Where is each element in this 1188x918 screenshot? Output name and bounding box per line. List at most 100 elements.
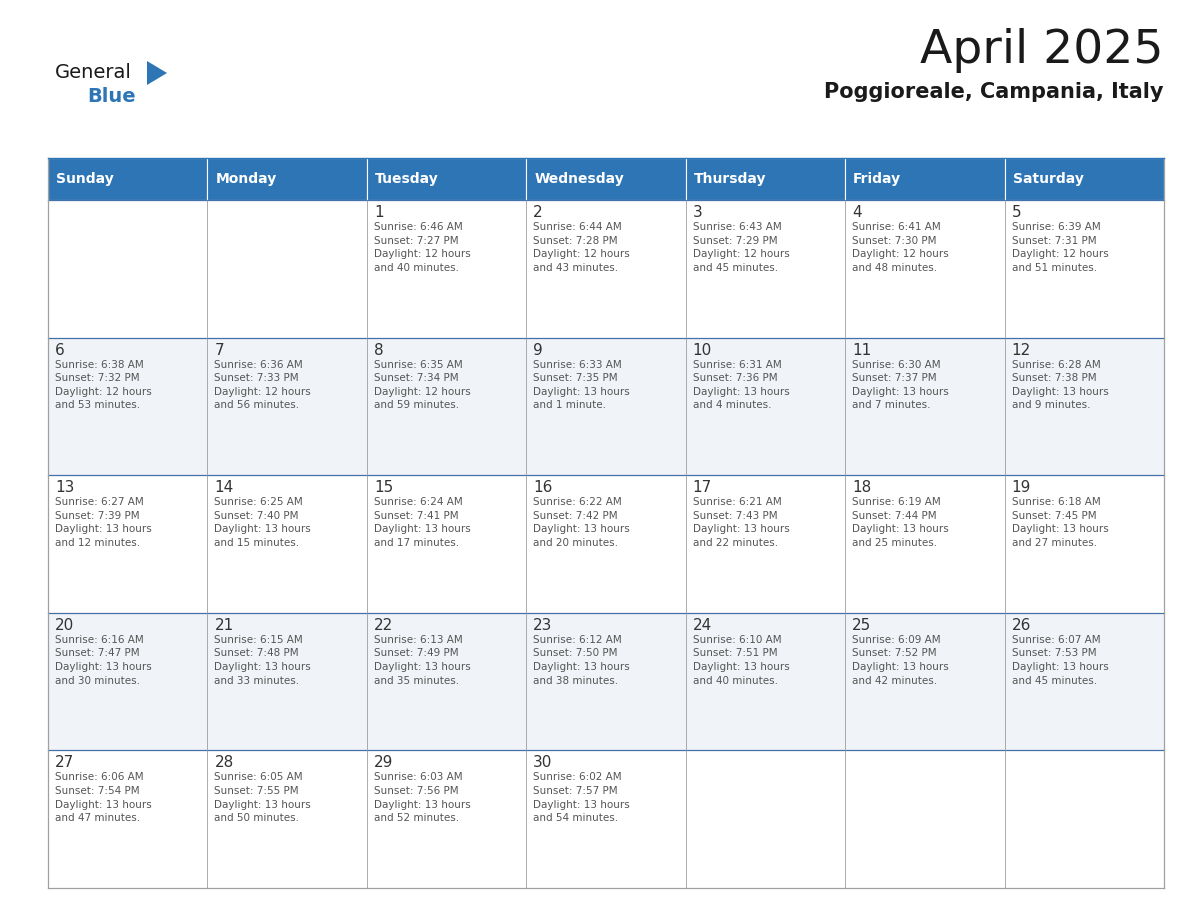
Text: Sunrise: 6:38 AM
Sunset: 7:32 PM
Daylight: 12 hours
and 53 minutes.: Sunrise: 6:38 AM Sunset: 7:32 PM Dayligh…	[55, 360, 152, 410]
Bar	[1005, 613, 1164, 750]
Bar	[685, 750, 845, 888]
Text: 14: 14	[214, 480, 234, 495]
Text: Sunrise: 6:44 AM
Sunset: 7:28 PM
Daylight: 12 hours
and 43 minutes.: Sunrise: 6:44 AM Sunset: 7:28 PM Dayligh…	[533, 222, 630, 273]
Text: 27: 27	[55, 756, 74, 770]
Bar	[685, 476, 845, 613]
Bar	[48, 158, 208, 200]
Text: Sunrise: 6:33 AM
Sunset: 7:35 PM
Daylight: 13 hours
and 1 minute.: Sunrise: 6:33 AM Sunset: 7:35 PM Dayligh…	[533, 360, 630, 410]
Text: April 2025: April 2025	[921, 28, 1164, 73]
Text: Sunrise: 6:10 AM
Sunset: 7:51 PM
Daylight: 13 hours
and 40 minutes.: Sunrise: 6:10 AM Sunset: 7:51 PM Dayligh…	[693, 635, 790, 686]
Bar	[1005, 158, 1164, 200]
Text: 30: 30	[533, 756, 552, 770]
Text: General: General	[55, 63, 132, 82]
Bar	[685, 158, 845, 200]
Text: Sunrise: 6:24 AM
Sunset: 7:41 PM
Daylight: 13 hours
and 17 minutes.: Sunrise: 6:24 AM Sunset: 7:41 PM Dayligh…	[374, 498, 470, 548]
Text: 28: 28	[214, 756, 234, 770]
Text: Sunrise: 6:46 AM
Sunset: 7:27 PM
Daylight: 12 hours
and 40 minutes.: Sunrise: 6:46 AM Sunset: 7:27 PM Dayligh…	[374, 222, 470, 273]
Text: Sunrise: 6:30 AM
Sunset: 7:37 PM
Daylight: 13 hours
and 7 minutes.: Sunrise: 6:30 AM Sunset: 7:37 PM Dayligh…	[852, 360, 949, 410]
Text: 24: 24	[693, 618, 712, 633]
Bar	[685, 338, 845, 476]
Text: Sunrise: 6:39 AM
Sunset: 7:31 PM
Daylight: 12 hours
and 51 minutes.: Sunrise: 6:39 AM Sunset: 7:31 PM Dayligh…	[1011, 222, 1108, 273]
Text: Sunrise: 6:13 AM
Sunset: 7:49 PM
Daylight: 13 hours
and 35 minutes.: Sunrise: 6:13 AM Sunset: 7:49 PM Dayligh…	[374, 635, 470, 686]
Text: Tuesday: Tuesday	[375, 172, 438, 186]
Text: 29: 29	[374, 756, 393, 770]
Text: Sunrise: 6:31 AM
Sunset: 7:36 PM
Daylight: 13 hours
and 4 minutes.: Sunrise: 6:31 AM Sunset: 7:36 PM Dayligh…	[693, 360, 790, 410]
Text: 18: 18	[852, 480, 871, 495]
Text: 3: 3	[693, 205, 702, 220]
Text: Sunrise: 6:03 AM
Sunset: 7:56 PM
Daylight: 13 hours
and 52 minutes.: Sunrise: 6:03 AM Sunset: 7:56 PM Dayligh…	[374, 772, 470, 823]
Text: 4: 4	[852, 205, 861, 220]
Text: Sunrise: 6:02 AM
Sunset: 7:57 PM
Daylight: 13 hours
and 54 minutes.: Sunrise: 6:02 AM Sunset: 7:57 PM Dayligh…	[533, 772, 630, 823]
Bar	[685, 613, 845, 750]
Bar	[208, 750, 367, 888]
Text: Sunday: Sunday	[56, 172, 114, 186]
Text: Blue: Blue	[87, 87, 135, 106]
Text: Sunrise: 6:16 AM
Sunset: 7:47 PM
Daylight: 13 hours
and 30 minutes.: Sunrise: 6:16 AM Sunset: 7:47 PM Dayligh…	[55, 635, 152, 686]
Text: Sunrise: 6:19 AM
Sunset: 7:44 PM
Daylight: 13 hours
and 25 minutes.: Sunrise: 6:19 AM Sunset: 7:44 PM Dayligh…	[852, 498, 949, 548]
Bar	[1005, 200, 1164, 338]
Text: Wednesday: Wednesday	[535, 172, 624, 186]
Bar	[526, 613, 685, 750]
Bar	[367, 613, 526, 750]
Text: 10: 10	[693, 342, 712, 358]
Bar	[48, 750, 208, 888]
Bar	[845, 476, 1005, 613]
Text: 25: 25	[852, 618, 871, 633]
Bar	[208, 338, 367, 476]
Text: 16: 16	[533, 480, 552, 495]
Text: 22: 22	[374, 618, 393, 633]
Bar	[845, 613, 1005, 750]
Text: Sunrise: 6:07 AM
Sunset: 7:53 PM
Daylight: 13 hours
and 45 minutes.: Sunrise: 6:07 AM Sunset: 7:53 PM Dayligh…	[1011, 635, 1108, 686]
Text: Sunrise: 6:18 AM
Sunset: 7:45 PM
Daylight: 13 hours
and 27 minutes.: Sunrise: 6:18 AM Sunset: 7:45 PM Dayligh…	[1011, 498, 1108, 548]
Bar	[208, 158, 367, 200]
Text: 1: 1	[374, 205, 384, 220]
Text: 12: 12	[1011, 342, 1031, 358]
Text: Sunrise: 6:25 AM
Sunset: 7:40 PM
Daylight: 13 hours
and 15 minutes.: Sunrise: 6:25 AM Sunset: 7:40 PM Dayligh…	[214, 498, 311, 548]
Bar	[208, 613, 367, 750]
Bar	[1005, 750, 1164, 888]
Bar	[367, 338, 526, 476]
Text: 15: 15	[374, 480, 393, 495]
Text: Sunrise: 6:06 AM
Sunset: 7:54 PM
Daylight: 13 hours
and 47 minutes.: Sunrise: 6:06 AM Sunset: 7:54 PM Dayligh…	[55, 772, 152, 823]
Bar	[367, 200, 526, 338]
Text: Friday: Friday	[853, 172, 902, 186]
Text: Sunrise: 6:36 AM
Sunset: 7:33 PM
Daylight: 12 hours
and 56 minutes.: Sunrise: 6:36 AM Sunset: 7:33 PM Dayligh…	[214, 360, 311, 410]
Bar	[208, 476, 367, 613]
Text: Sunrise: 6:27 AM
Sunset: 7:39 PM
Daylight: 13 hours
and 12 minutes.: Sunrise: 6:27 AM Sunset: 7:39 PM Dayligh…	[55, 498, 152, 548]
Text: Sunrise: 6:43 AM
Sunset: 7:29 PM
Daylight: 12 hours
and 45 minutes.: Sunrise: 6:43 AM Sunset: 7:29 PM Dayligh…	[693, 222, 790, 273]
Bar	[685, 200, 845, 338]
Bar	[845, 158, 1005, 200]
Bar	[845, 200, 1005, 338]
Text: Sunrise: 6:28 AM
Sunset: 7:38 PM
Daylight: 13 hours
and 9 minutes.: Sunrise: 6:28 AM Sunset: 7:38 PM Dayligh…	[1011, 360, 1108, 410]
Bar	[48, 613, 208, 750]
Bar	[526, 200, 685, 338]
Text: Sunrise: 6:12 AM
Sunset: 7:50 PM
Daylight: 13 hours
and 38 minutes.: Sunrise: 6:12 AM Sunset: 7:50 PM Dayligh…	[533, 635, 630, 686]
Text: Sunrise: 6:05 AM
Sunset: 7:55 PM
Daylight: 13 hours
and 50 minutes.: Sunrise: 6:05 AM Sunset: 7:55 PM Dayligh…	[214, 772, 311, 823]
Text: Thursday: Thursday	[694, 172, 766, 186]
Text: Monday: Monday	[215, 172, 277, 186]
Bar	[526, 750, 685, 888]
Text: Saturday: Saturday	[1012, 172, 1083, 186]
Bar	[367, 158, 526, 200]
Text: Sunrise: 6:35 AM
Sunset: 7:34 PM
Daylight: 12 hours
and 59 minutes.: Sunrise: 6:35 AM Sunset: 7:34 PM Dayligh…	[374, 360, 470, 410]
Text: 26: 26	[1011, 618, 1031, 633]
Text: 6: 6	[55, 342, 65, 358]
Bar	[845, 338, 1005, 476]
Text: 13: 13	[55, 480, 75, 495]
Bar	[526, 476, 685, 613]
Bar	[48, 200, 208, 338]
Text: 2: 2	[533, 205, 543, 220]
Text: 21: 21	[214, 618, 234, 633]
Bar	[526, 338, 685, 476]
Text: 20: 20	[55, 618, 74, 633]
Text: Poggioreale, Campania, Italy: Poggioreale, Campania, Italy	[824, 82, 1164, 102]
Text: 17: 17	[693, 480, 712, 495]
Text: 23: 23	[533, 618, 552, 633]
Text: 7: 7	[214, 342, 225, 358]
Bar	[526, 158, 685, 200]
Text: 5: 5	[1011, 205, 1022, 220]
Text: Sunrise: 6:15 AM
Sunset: 7:48 PM
Daylight: 13 hours
and 33 minutes.: Sunrise: 6:15 AM Sunset: 7:48 PM Dayligh…	[214, 635, 311, 686]
Bar	[367, 750, 526, 888]
Text: Sunrise: 6:22 AM
Sunset: 7:42 PM
Daylight: 13 hours
and 20 minutes.: Sunrise: 6:22 AM Sunset: 7:42 PM Dayligh…	[533, 498, 630, 548]
Bar	[367, 476, 526, 613]
